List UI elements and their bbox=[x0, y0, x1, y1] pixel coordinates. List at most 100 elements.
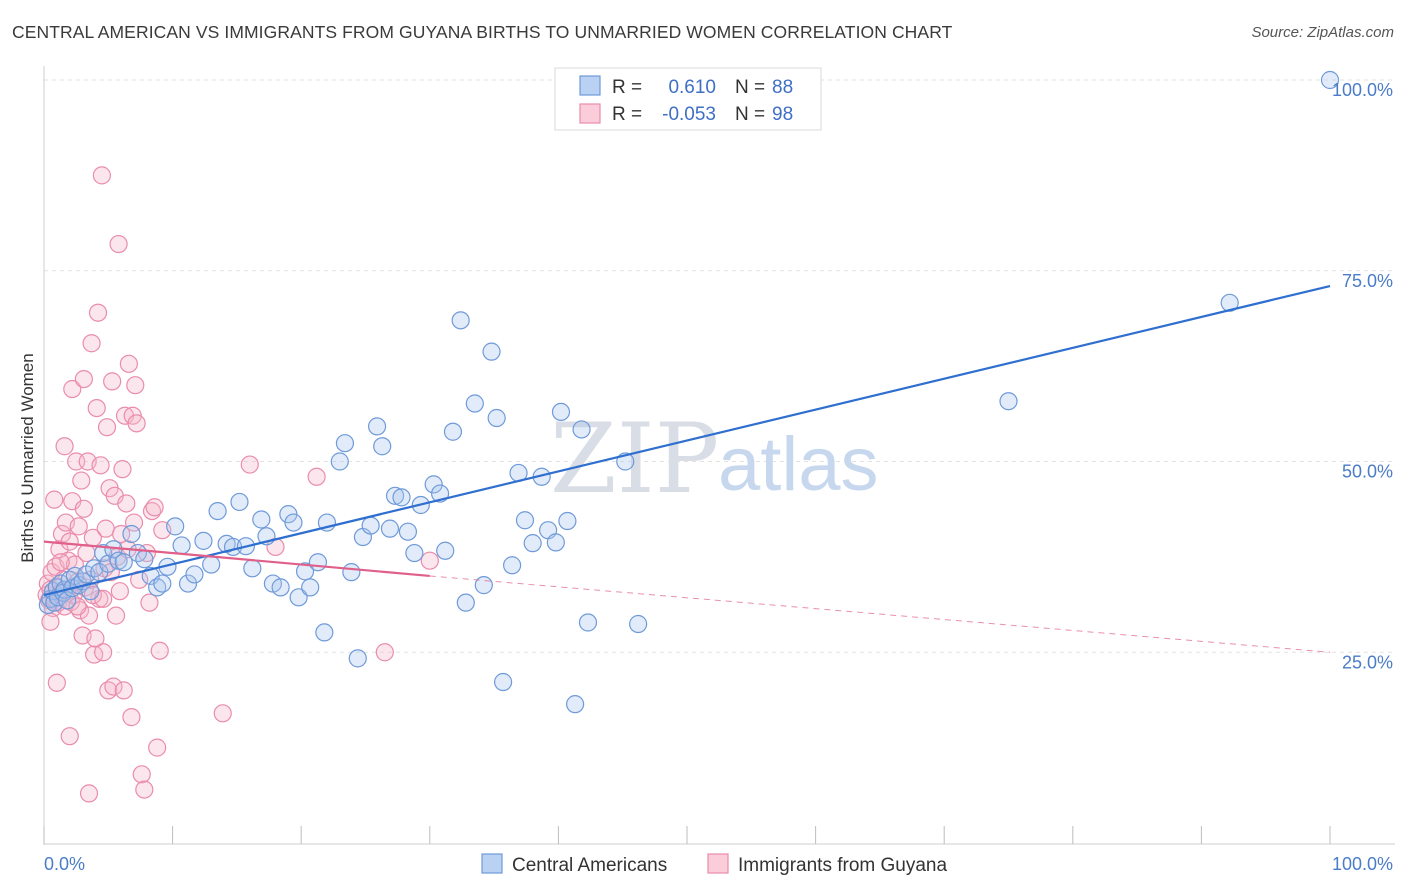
guyana-point bbox=[148, 738, 167, 757]
central-american-point bbox=[114, 553, 133, 572]
guyana-point bbox=[97, 418, 117, 437]
guyana-point bbox=[132, 765, 151, 784]
central-american-point bbox=[451, 311, 470, 330]
legend-n-label-2: N = bbox=[735, 104, 765, 125]
central-american-point bbox=[578, 613, 598, 632]
guyana-point bbox=[150, 641, 169, 660]
central-american-point bbox=[315, 623, 334, 642]
y-tick-labels: 25.0% 50.0% 75.0% 100.0% bbox=[1332, 80, 1393, 672]
central-american-point bbox=[185, 565, 204, 584]
central-american-point bbox=[558, 511, 577, 531]
guyana-point bbox=[109, 234, 128, 254]
guyana-point bbox=[96, 519, 115, 538]
central-american-point bbox=[515, 511, 535, 530]
axes bbox=[43, 66, 1395, 845]
legend-label-guyana: Immigrants from Guyana bbox=[738, 855, 947, 876]
guyana-point bbox=[55, 437, 74, 456]
guyana-point bbox=[91, 456, 110, 475]
central-american-point bbox=[342, 563, 361, 582]
central-american-point bbox=[456, 593, 475, 612]
central-american-point bbox=[348, 649, 367, 668]
legend-r-label-1: R = bbox=[612, 77, 642, 98]
guyana-point bbox=[117, 494, 136, 513]
guyana-point bbox=[60, 532, 79, 551]
guyana-point bbox=[69, 517, 88, 536]
central-american-point bbox=[122, 524, 141, 544]
trend-line-central-americans bbox=[43, 284, 1331, 597]
central-american-point bbox=[551, 402, 571, 422]
central-american-point bbox=[398, 522, 418, 541]
central-american-point bbox=[301, 578, 320, 597]
legend-swatch-pink bbox=[579, 103, 601, 124]
guyana-point bbox=[119, 354, 138, 373]
central-american-point bbox=[208, 501, 227, 521]
chart-source: Source: ZipAtlas.com bbox=[1251, 24, 1394, 41]
series-central-american-points bbox=[38, 70, 1340, 714]
central-american-point bbox=[367, 417, 387, 436]
watermark: ZIP atlas bbox=[550, 403, 879, 515]
central-american-point bbox=[252, 510, 271, 529]
central-american-point bbox=[482, 342, 501, 361]
central-american-point bbox=[546, 533, 565, 552]
guyana-point bbox=[68, 597, 87, 616]
central-american-point bbox=[424, 475, 443, 494]
central-american-point bbox=[295, 562, 315, 581]
guyana-point bbox=[88, 303, 108, 322]
central-american-point bbox=[243, 559, 262, 578]
guyana-point bbox=[145, 498, 164, 517]
guyana-point bbox=[82, 334, 101, 353]
watermark-zip: ZIP bbox=[550, 403, 719, 515]
guyana-point bbox=[106, 606, 126, 625]
y-axis-title: Births to Unmarried Women bbox=[18, 353, 37, 562]
guyana-point bbox=[124, 513, 144, 532]
series-guyana-points bbox=[37, 166, 439, 803]
central-american-point bbox=[271, 578, 290, 597]
x-tick-label-max: 100.0% bbox=[1332, 854, 1393, 874]
guyana-point bbox=[112, 524, 131, 544]
x-tick-label-min: 0.0% bbox=[44, 854, 85, 874]
trend-line-guyana bbox=[43, 540, 430, 578]
central-american-point bbox=[380, 519, 400, 538]
central-american-point bbox=[194, 531, 213, 550]
central-american-point bbox=[172, 536, 191, 555]
x-tick-labels: 0.0% 100.0% bbox=[44, 854, 1393, 874]
y-tick-label: 50.0% bbox=[1342, 462, 1393, 482]
central-american-point bbox=[385, 486, 405, 505]
guyana-point bbox=[113, 460, 132, 479]
guyana-point bbox=[87, 398, 106, 418]
guyana-point bbox=[92, 166, 111, 185]
guyana-point bbox=[77, 543, 96, 563]
guyana-point bbox=[72, 471, 91, 490]
central-american-point bbox=[335, 434, 355, 453]
central-american-point bbox=[629, 614, 648, 634]
central-american-point bbox=[373, 437, 392, 456]
guyana-point bbox=[213, 704, 232, 723]
central-american-point bbox=[1320, 70, 1340, 90]
central-american-point bbox=[999, 392, 1018, 411]
central-american-point bbox=[99, 554, 118, 573]
guyana-point bbox=[41, 612, 60, 631]
guyana-point bbox=[135, 780, 154, 799]
guyana-point bbox=[240, 455, 259, 474]
central-american-point bbox=[94, 543, 113, 563]
y-tick-label: 75.0% bbox=[1342, 271, 1393, 291]
guyana-point bbox=[63, 379, 82, 399]
central-american-point bbox=[474, 576, 493, 595]
guyana-point bbox=[86, 629, 105, 648]
guyana-point bbox=[79, 784, 99, 803]
central-american-point bbox=[523, 534, 542, 553]
legend-label-central-americans: Central Americans bbox=[512, 855, 667, 876]
central-american-point bbox=[135, 550, 154, 569]
trend-line-guyana-extrapolated bbox=[429, 575, 1331, 653]
guyana-point bbox=[74, 499, 93, 518]
legend-n-label-1: N = bbox=[735, 77, 765, 98]
watermark-atlas: atlas bbox=[718, 422, 879, 507]
guyana-point bbox=[375, 643, 394, 662]
central-american-point bbox=[81, 582, 100, 601]
central-american-point bbox=[202, 555, 221, 574]
guyana-point bbox=[74, 369, 93, 389]
guyana-point bbox=[47, 673, 66, 692]
central-american-point bbox=[284, 513, 303, 532]
guyana-point bbox=[110, 582, 129, 601]
central-american-point bbox=[289, 588, 308, 607]
